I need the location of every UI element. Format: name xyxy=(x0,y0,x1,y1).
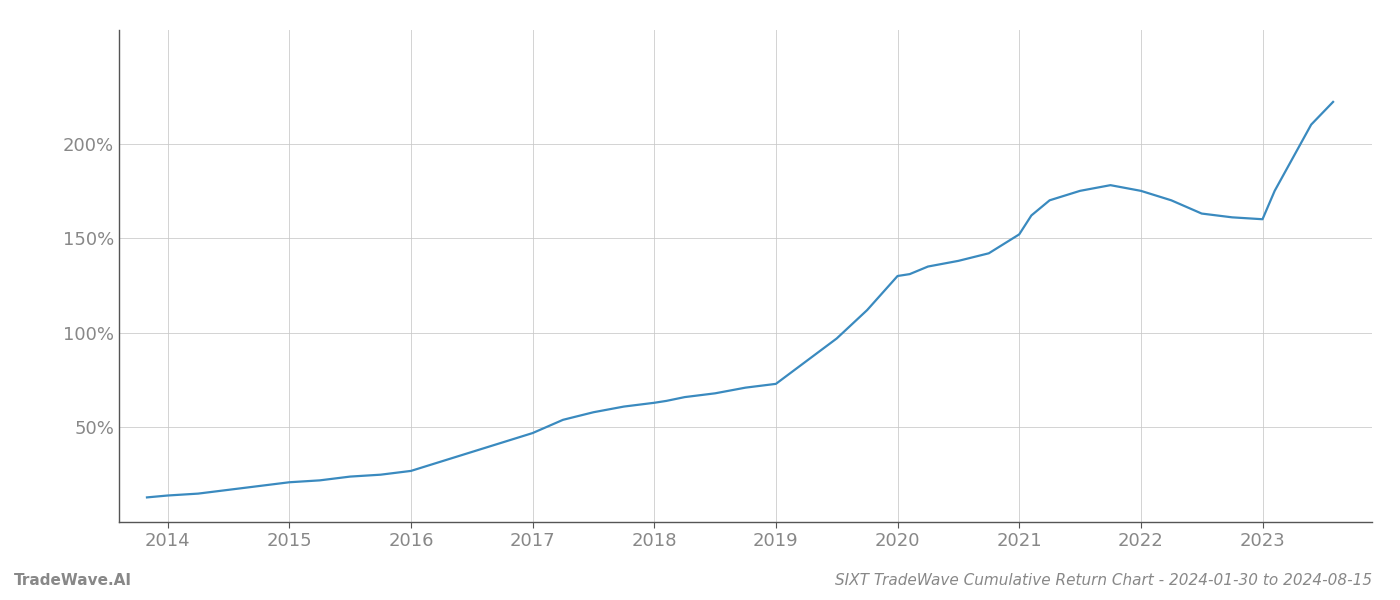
Text: SIXT TradeWave Cumulative Return Chart - 2024-01-30 to 2024-08-15: SIXT TradeWave Cumulative Return Chart -… xyxy=(834,573,1372,588)
Text: TradeWave.AI: TradeWave.AI xyxy=(14,573,132,588)
